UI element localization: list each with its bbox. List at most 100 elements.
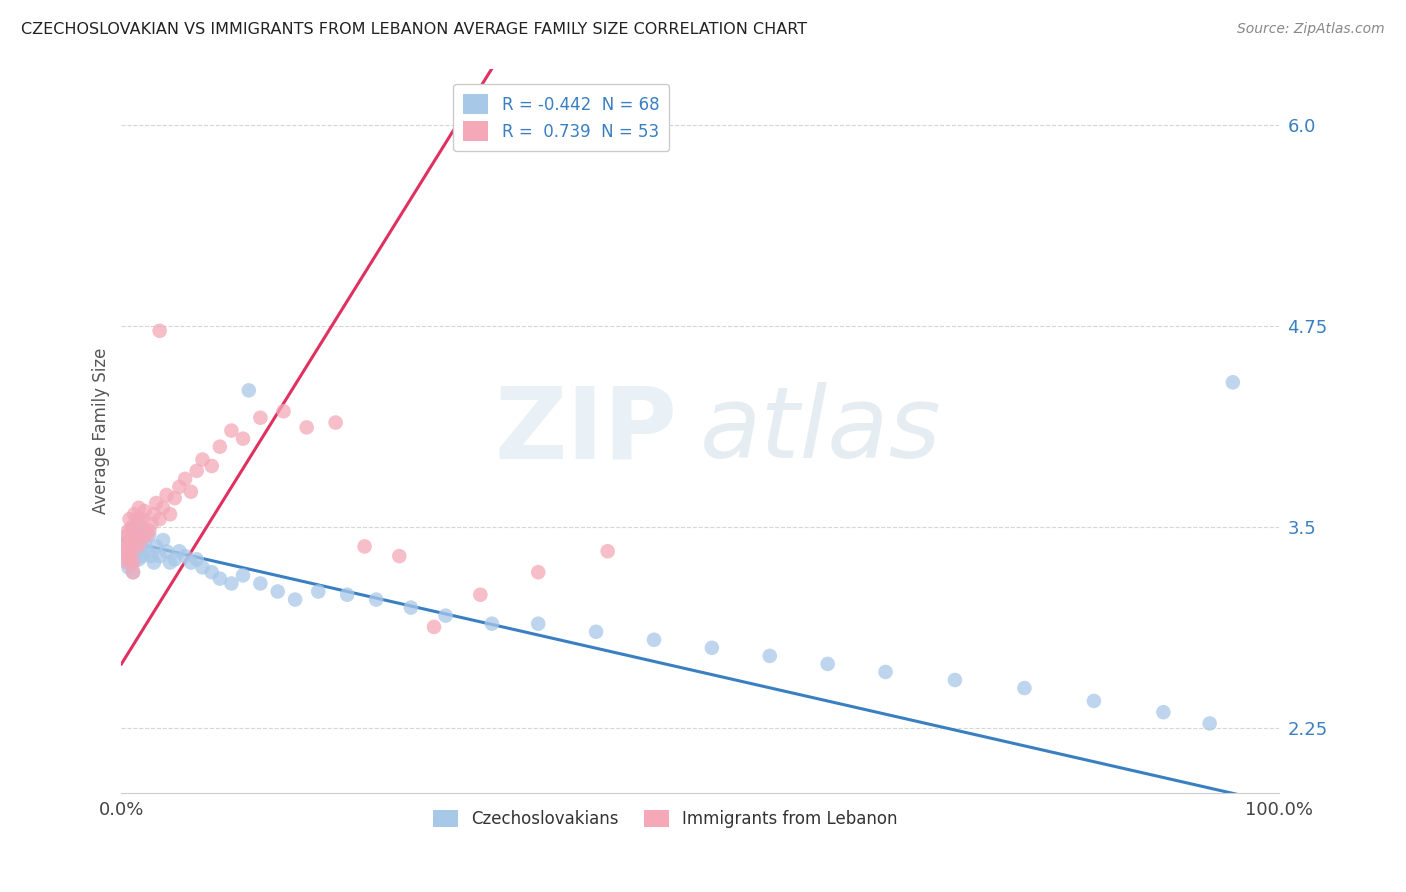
Point [118,512,141,526]
Point [120,556,142,570]
Point [124,528,146,542]
Text: ZIP: ZIP [495,382,678,479]
Point [1152,705,1174,719]
Point [152,533,174,547]
Text: atlas: atlas [700,382,942,479]
Point [149,512,172,526]
Point [131,512,153,526]
Point [174,472,197,486]
Point [121,544,143,558]
Point [122,565,145,579]
Point [366,592,388,607]
Point [122,520,145,534]
Point [141,516,163,531]
Point [115,556,138,570]
Point [135,544,157,558]
Point [117,549,139,563]
Point [180,556,202,570]
Point [122,540,145,554]
Point [118,540,141,554]
Point [163,552,186,566]
Point [180,484,202,499]
Point [152,500,174,515]
Point [232,432,254,446]
Point [249,410,271,425]
Point [423,620,446,634]
Point [191,452,214,467]
Point [186,552,208,566]
Point [191,560,214,574]
Point [1222,376,1244,390]
Text: CZECHOSLOVAKIAN VS IMMIGRANTS FROM LEBANON AVERAGE FAMILY SIZE CORRELATION CHART: CZECHOSLOVAKIAN VS IMMIGRANTS FROM LEBAN… [21,22,807,37]
Point [155,544,177,558]
Point [115,536,138,550]
Point [117,528,139,542]
Point [186,464,208,478]
Point [875,665,897,679]
Point [325,416,347,430]
Point [700,640,723,655]
Point [273,404,295,418]
Point [208,572,231,586]
Y-axis label: Average Family Size: Average Family Size [93,347,110,514]
Point [336,588,359,602]
Point [643,632,665,647]
Point [129,533,152,547]
Legend: Czechoslovakians, Immigrants from Lebanon: Czechoslovakians, Immigrants from Lebano… [426,804,904,835]
Point [138,528,160,542]
Point [470,588,492,602]
Point [122,556,145,570]
Point [120,552,142,566]
Point [115,552,138,566]
Point [122,533,145,547]
Point [943,673,966,687]
Point [129,520,152,534]
Point [115,544,138,558]
Point [307,584,329,599]
Point [142,556,165,570]
Point [149,324,172,338]
Point [115,528,138,542]
Point [138,524,160,538]
Point [127,544,149,558]
Point [1083,694,1105,708]
Point [238,384,260,398]
Point [135,528,157,542]
Point [527,616,550,631]
Point [1198,716,1220,731]
Point [201,565,224,579]
Point [353,540,375,554]
Point [124,533,146,547]
Point [267,584,290,599]
Point [174,549,197,563]
Point [232,568,254,582]
Point [122,565,145,579]
Point [120,533,142,547]
Point [128,512,150,526]
Point [596,544,619,558]
Point [481,616,503,631]
Point [134,504,156,518]
Point [132,524,155,538]
Point [155,488,177,502]
Point [120,533,142,547]
Point [149,549,172,563]
Point [125,512,148,526]
Point [527,565,550,579]
Point [128,552,150,566]
Point [117,524,139,538]
Point [399,600,422,615]
Point [122,556,145,570]
Point [127,540,149,554]
Point [125,524,148,538]
Point [131,549,153,563]
Point [117,560,139,574]
Point [169,480,191,494]
Point [114,544,136,558]
Point [121,520,143,534]
Point [159,556,181,570]
Point [817,657,839,671]
Point [122,549,145,563]
Point [1014,681,1036,695]
Point [145,540,167,554]
